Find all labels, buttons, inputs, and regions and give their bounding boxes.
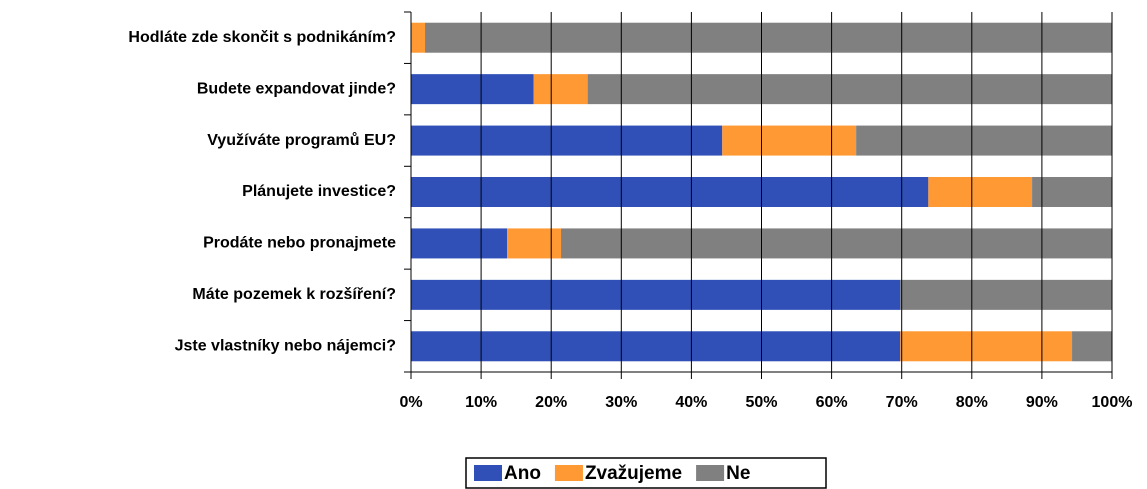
x-tick-label: 20% [535, 394, 567, 411]
legend-label: Ano [504, 463, 541, 484]
x-tick-label: 10% [465, 394, 497, 411]
bar-segment [411, 74, 534, 105]
y-tick-label: Jste vlastníky nebo nájemci? [175, 338, 396, 355]
x-tick-label: 30% [605, 394, 637, 411]
bar-segment [722, 125, 857, 156]
bar-segment [900, 279, 1112, 310]
y-tick-label: Využíváte programů EU? [207, 132, 396, 149]
y-tick-label: Budete expandovat jinde? [197, 80, 396, 97]
bar-segment [928, 177, 1033, 207]
bar-segment [411, 177, 929, 207]
x-tick-label: 70% [886, 394, 918, 411]
legend-swatch [474, 465, 502, 481]
bar-segment [1072, 331, 1112, 362]
bar-segment [507, 228, 562, 259]
y-tick-label: Hodláte zde skončit s podnikáním? [128, 29, 396, 46]
x-tick-label: 50% [745, 394, 777, 411]
legend-swatch [696, 465, 725, 481]
legend-label: Ne [726, 463, 750, 484]
legend: Ano Zvažujeme Ne [465, 457, 827, 489]
legend-label: Zvažujeme [585, 463, 682, 484]
bar-segment [900, 331, 1073, 362]
x-tick-label: 40% [675, 394, 707, 411]
bar-segment [411, 331, 901, 362]
y-tick-label: Máte pozemek k rozšíření? [192, 286, 396, 303]
bar-segment [533, 74, 588, 105]
bar-segment [561, 228, 1112, 259]
x-tick-label: 80% [956, 394, 988, 411]
bar-segment [411, 22, 426, 53]
bar-segment [411, 279, 901, 310]
bar-segment [856, 125, 1112, 156]
x-tick-label: 0% [399, 394, 422, 411]
bar-segment [411, 228, 508, 259]
bar-segment [411, 125, 723, 156]
x-tick-label: 90% [1026, 394, 1058, 411]
bar-segment [425, 22, 1112, 53]
y-tick-label: Prodáte nebo pronajmete [203, 235, 396, 252]
x-tick-label: 100% [1092, 394, 1133, 411]
bar-segment [1032, 177, 1112, 207]
bar-segment [587, 74, 1112, 105]
legend-swatch [554, 465, 583, 481]
x-tick-label: 60% [816, 394, 848, 411]
y-tick-label: Plánujete investice? [242, 183, 396, 200]
legend-box [465, 457, 827, 489]
